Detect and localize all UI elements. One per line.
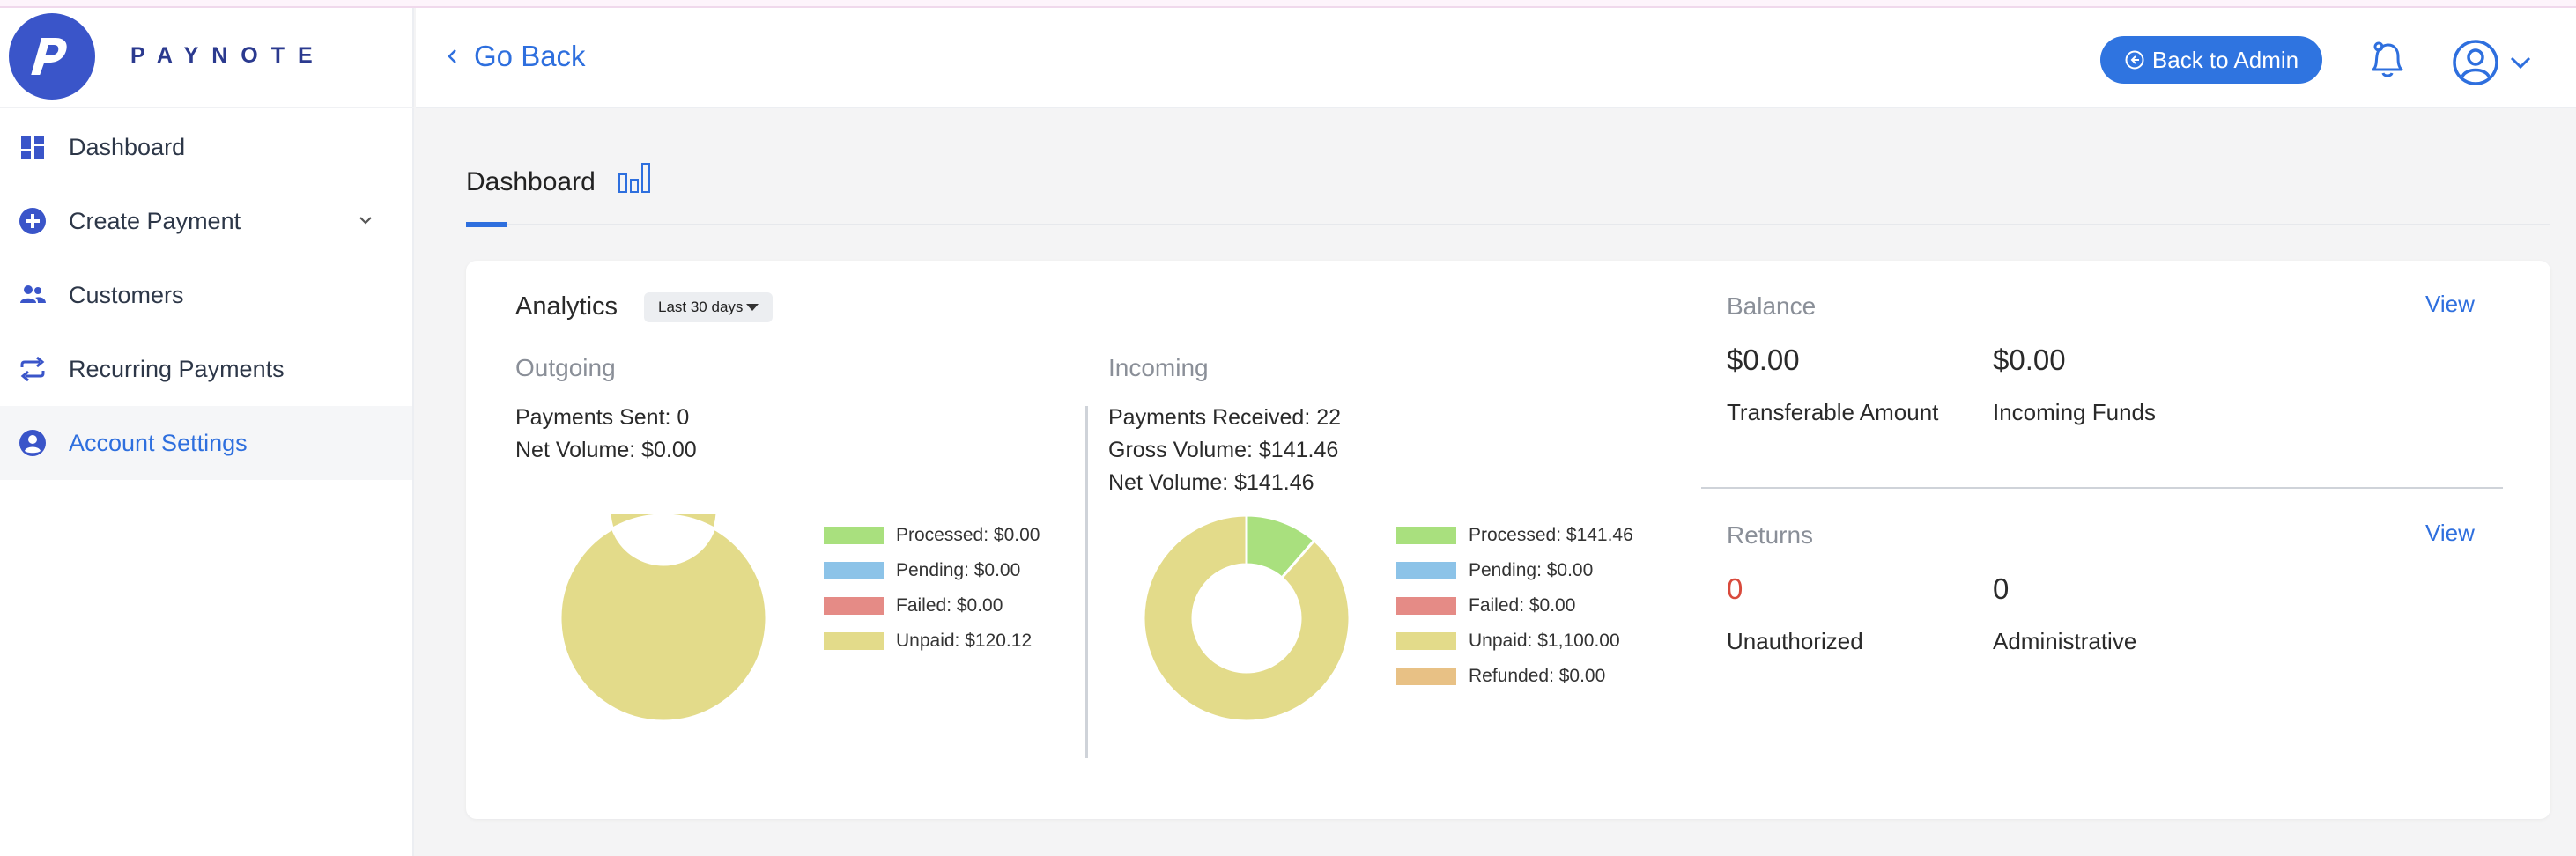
legend-swatch bbox=[1396, 668, 1456, 685]
legend-item: Pending: $0.00 bbox=[1396, 560, 1593, 581]
balance-title: Balance bbox=[1727, 292, 1817, 320]
brand: PAYNOTE bbox=[0, 8, 414, 108]
payments-received: Payments Received: 22 bbox=[1108, 405, 1342, 430]
payments-sent: Payments Sent: 0 bbox=[515, 405, 690, 430]
analytics-title: Analytics bbox=[515, 292, 618, 321]
legend-label: Processed: $141.46 bbox=[1469, 525, 1633, 545]
paynote-logo-icon bbox=[31, 38, 67, 75]
incoming-label: Incoming bbox=[1108, 354, 1209, 381]
legend-label: Failed: $0.00 bbox=[896, 595, 1003, 616]
go-back-label: Go Back bbox=[474, 40, 586, 72]
gross-volume: Gross Volume: $141.46 bbox=[1108, 438, 1339, 462]
logo[interactable] bbox=[9, 13, 95, 100]
legend-swatch bbox=[1396, 527, 1456, 544]
legend-item: Pending: $0.00 bbox=[824, 560, 1020, 581]
legend-label: Pending: $0.00 bbox=[896, 560, 1021, 580]
balance-view-link[interactable]: View bbox=[2425, 291, 2475, 317]
analytics-card: Analytics Last 30 days Outgoing Payments… bbox=[466, 261, 2550, 819]
donut-slice-unpaid bbox=[1143, 514, 1351, 722]
returns-view-link[interactable]: View bbox=[2425, 520, 2475, 546]
sidebar-item-label: Create Payment bbox=[69, 207, 241, 234]
user-avatar-icon bbox=[2453, 40, 2498, 85]
legend-swatch bbox=[824, 597, 884, 615]
legend-item: Failed: $0.00 bbox=[824, 595, 1003, 616]
sidebar-item-dashboard[interactable]: Dashboard bbox=[0, 110, 412, 184]
unauthorized-label: Unauthorized bbox=[1727, 628, 1863, 654]
sidebar: PAYNOTE Dashboard Create Payment Custome… bbox=[0, 8, 414, 856]
legend-item: Failed: $0.00 bbox=[1396, 595, 1575, 616]
period-select-value: Last 30 days bbox=[658, 299, 744, 315]
page-title-row: Dashboard bbox=[466, 157, 2550, 227]
active-tab-indicator bbox=[466, 222, 507, 227]
unauthorized-value: 0 bbox=[1727, 572, 1743, 605]
user-menu[interactable] bbox=[2451, 38, 2539, 87]
sidebar-nav: Dashboard Create Payment Customers Recur… bbox=[0, 110, 412, 480]
period-select[interactable]: Last 30 days bbox=[644, 292, 774, 322]
administrative-value: 0 bbox=[1993, 572, 2010, 605]
legend-label: Failed: $0.00 bbox=[1469, 595, 1576, 616]
legend-label: Processed: $0.00 bbox=[896, 525, 1040, 545]
legend-item: Refunded: $0.00 bbox=[1396, 666, 1605, 687]
transferable-amount-value: $0.00 bbox=[1727, 343, 1800, 376]
administrative-label: Administrative bbox=[1993, 628, 2137, 654]
chevron-left-icon bbox=[448, 49, 456, 63]
repeat-icon bbox=[18, 354, 48, 384]
legend-swatch bbox=[1396, 562, 1456, 579]
sidebar-item-customers[interactable]: Customers bbox=[0, 258, 412, 332]
brand-name: PAYNOTE bbox=[130, 43, 326, 68]
incoming-net-volume: Net Volume: $141.46 bbox=[1108, 470, 1314, 495]
incoming-donut-chart bbox=[1143, 514, 1351, 722]
legend-swatch bbox=[1396, 632, 1456, 650]
legend-label: Pending: $0.00 bbox=[1469, 560, 1594, 580]
sidebar-item-account-settings[interactable]: Account Settings bbox=[0, 406, 412, 480]
sidebar-item-create-payment[interactable]: Create Payment bbox=[0, 184, 412, 258]
caret-down-icon bbox=[746, 304, 759, 311]
legend-swatch bbox=[824, 527, 884, 544]
back-to-admin-button[interactable]: Back to Admin bbox=[2100, 36, 2322, 84]
top-header: Go Back Back to Admin bbox=[416, 8, 2576, 108]
legend-swatch bbox=[824, 632, 884, 650]
donut-slice-unpaid bbox=[559, 514, 767, 722]
go-back-link[interactable]: Go Back bbox=[442, 40, 586, 73]
back-to-admin-label: Back to Admin bbox=[2151, 46, 2299, 73]
legend-swatch bbox=[1396, 597, 1456, 615]
legend-label: Unpaid: $1,100.00 bbox=[1469, 631, 1620, 651]
tab-dashboard[interactable]: Dashboard bbox=[466, 167, 596, 196]
sidebar-item-label: Dashboard bbox=[69, 133, 186, 160]
legend-swatch bbox=[824, 562, 884, 579]
legend-item: Unpaid: $1,100.00 bbox=[1396, 631, 1620, 652]
dashboard-icon bbox=[18, 132, 48, 162]
users-icon bbox=[18, 280, 48, 310]
chevron-down-icon bbox=[2510, 56, 2531, 70]
window-top-border bbox=[0, 0, 2576, 8]
balance-returns-divider bbox=[1701, 487, 2503, 489]
outgoing-label: Outgoing bbox=[515, 354, 616, 381]
user-circle-icon bbox=[18, 428, 48, 458]
notification-bell-icon[interactable] bbox=[2361, 34, 2412, 85]
incoming-funds-value: $0.00 bbox=[1993, 343, 2066, 376]
sidebar-item-label: Account Settings bbox=[69, 429, 248, 456]
legend-item: Processed: $141.46 bbox=[1396, 525, 1633, 546]
chevron-down-icon[interactable] bbox=[354, 209, 377, 232]
bar-chart-icon[interactable] bbox=[618, 159, 653, 196]
legend-label: Unpaid: $120.12 bbox=[896, 631, 1033, 651]
legend-item: Processed: $0.00 bbox=[824, 525, 1040, 546]
transferable-amount-label: Transferable Amount bbox=[1727, 399, 1939, 425]
legend-item: Unpaid: $120.12 bbox=[824, 631, 1032, 652]
plus-circle-icon bbox=[18, 206, 48, 236]
sidebar-item-label: Recurring Payments bbox=[69, 355, 285, 382]
outgoing-donut-chart bbox=[559, 514, 767, 722]
legend-label: Refunded: $0.00 bbox=[1469, 666, 1606, 686]
outgoing-net-volume: Net Volume: $0.00 bbox=[515, 438, 697, 462]
sidebar-item-label: Customers bbox=[69, 281, 184, 308]
section-divider bbox=[1085, 406, 1088, 758]
returns-title: Returns bbox=[1727, 521, 1814, 549]
arrow-left-circle-icon bbox=[2125, 50, 2144, 70]
sidebar-item-recurring-payments[interactable]: Recurring Payments bbox=[0, 332, 412, 406]
incoming-funds-label: Incoming Funds bbox=[1993, 399, 2156, 425]
